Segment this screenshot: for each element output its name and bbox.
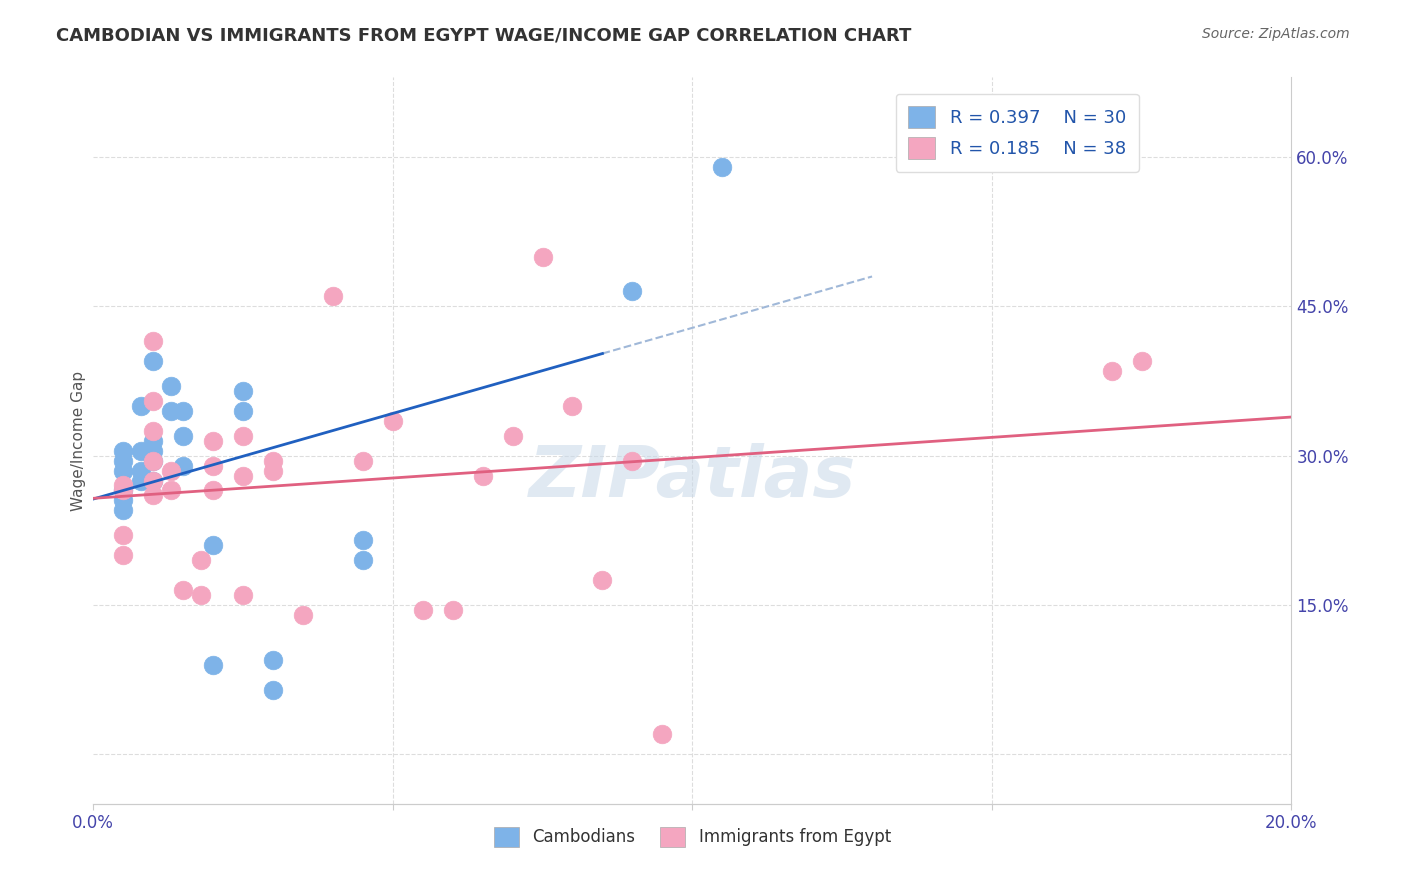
Point [190, 588, 212, 602]
Point [202, 538, 225, 552]
Point [142, 434, 165, 448]
Point [142, 474, 165, 488]
Point [112, 453, 135, 467]
Point [441, 603, 464, 617]
Point [291, 607, 314, 622]
Point [129, 443, 152, 458]
Point [142, 453, 165, 467]
Y-axis label: Wage/Income Gap: Wage/Income Gap [72, 371, 86, 511]
Point [561, 399, 583, 413]
Point [129, 399, 152, 413]
Point [160, 379, 183, 393]
Point [112, 493, 135, 508]
Point [160, 464, 183, 478]
Point [262, 453, 284, 467]
Point [322, 289, 344, 303]
Point [202, 657, 225, 672]
Point [142, 334, 165, 348]
Point [172, 404, 194, 418]
Point [262, 682, 284, 697]
Point [711, 160, 734, 174]
Point [172, 582, 194, 597]
Point [232, 468, 254, 483]
Point [190, 553, 212, 567]
Point [112, 528, 135, 542]
Point [112, 443, 135, 458]
Text: Source: ZipAtlas.com: Source: ZipAtlas.com [1202, 27, 1350, 41]
Point [381, 414, 404, 428]
Point [502, 428, 524, 442]
Point [471, 468, 494, 483]
Point [202, 483, 225, 498]
Point [1101, 364, 1123, 378]
Point [202, 458, 225, 473]
Point [531, 250, 554, 264]
Point [142, 453, 165, 467]
Point [142, 488, 165, 502]
Point [352, 533, 374, 548]
Point [232, 588, 254, 602]
Point [232, 384, 254, 398]
Point [172, 428, 194, 442]
Point [232, 428, 254, 442]
Point [591, 573, 613, 587]
Point [262, 653, 284, 667]
Point [142, 474, 165, 488]
Point [160, 483, 183, 498]
Point [651, 727, 673, 741]
Legend: R = 0.397    N = 30, R = 0.185    N = 38: R = 0.397 N = 30, R = 0.185 N = 38 [896, 94, 1139, 172]
Point [1130, 354, 1153, 368]
Point [129, 464, 152, 478]
Point [621, 285, 644, 299]
Point [112, 548, 135, 562]
Point [172, 458, 194, 473]
Point [112, 478, 135, 492]
Point [232, 404, 254, 418]
Point [112, 483, 135, 498]
Point [112, 483, 135, 498]
Point [129, 474, 152, 488]
Point [160, 404, 183, 418]
Point [142, 393, 165, 408]
Point [202, 434, 225, 448]
Point [352, 453, 374, 467]
Point [412, 603, 434, 617]
Point [142, 424, 165, 438]
Text: CAMBODIAN VS IMMIGRANTS FROM EGYPT WAGE/INCOME GAP CORRELATION CHART: CAMBODIAN VS IMMIGRANTS FROM EGYPT WAGE/… [56, 27, 911, 45]
Point [142, 354, 165, 368]
Point [621, 453, 644, 467]
Point [112, 464, 135, 478]
Point [142, 443, 165, 458]
Point [262, 464, 284, 478]
Text: ZIPatlas: ZIPatlas [529, 442, 856, 511]
Point [352, 553, 374, 567]
Point [112, 503, 135, 517]
